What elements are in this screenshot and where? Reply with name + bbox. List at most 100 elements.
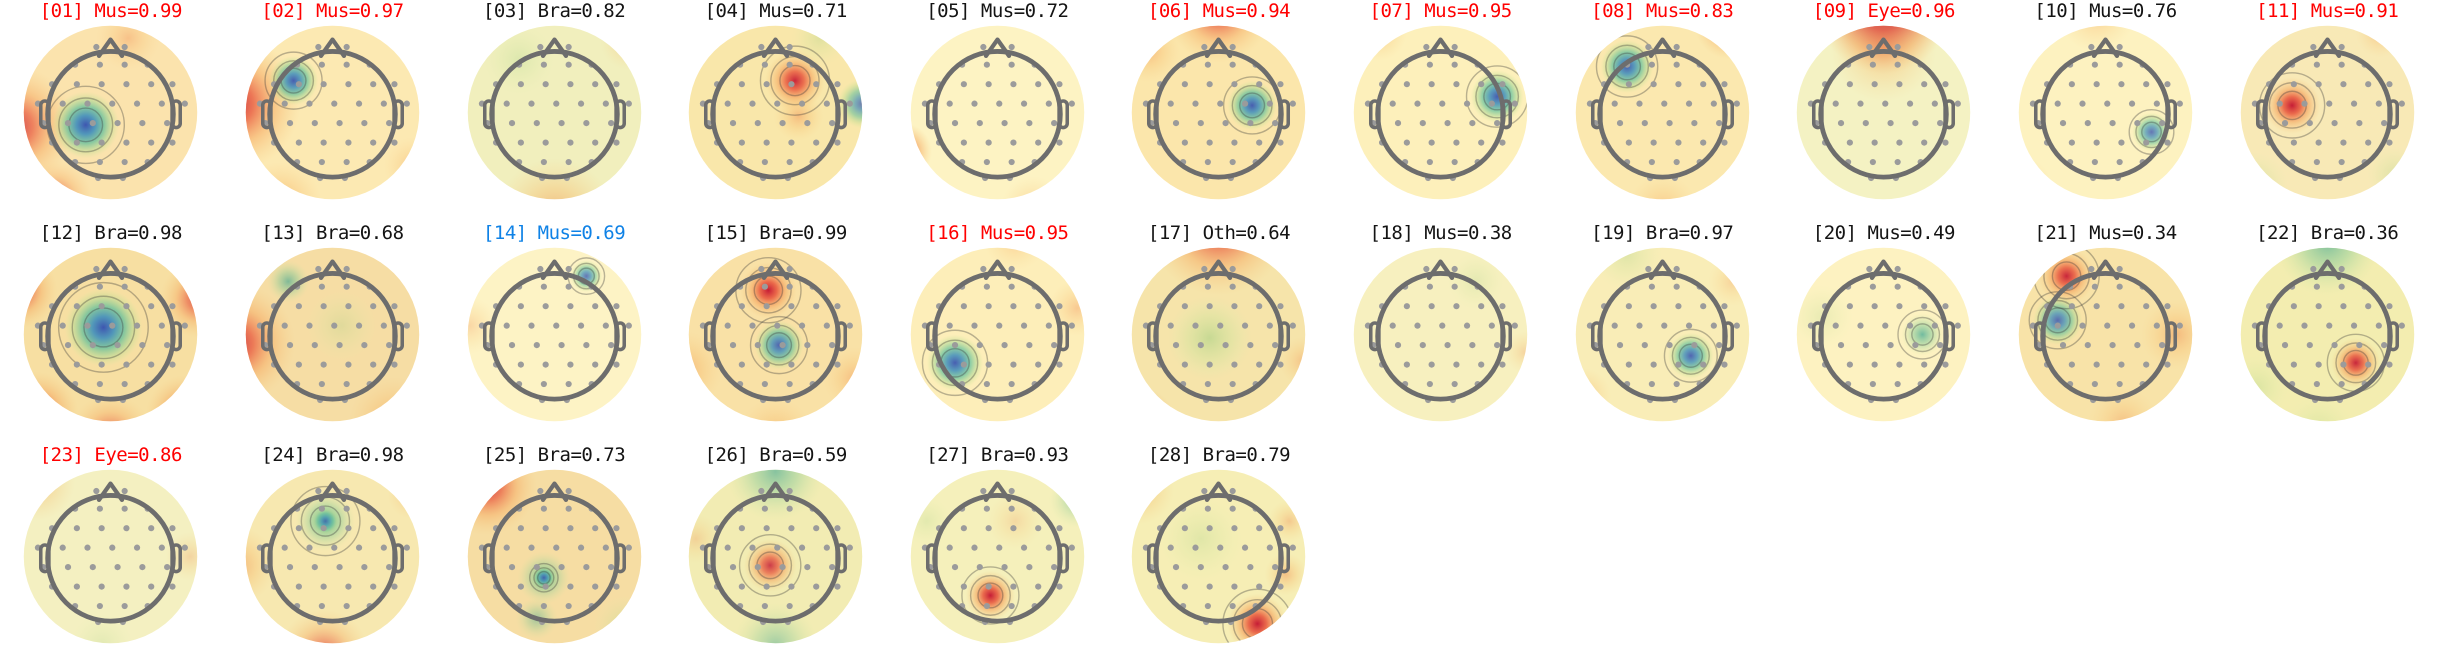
topomap	[245, 469, 420, 644]
component-cell-20: [20] Mus=0.49	[1773, 222, 1995, 444]
topomap	[688, 25, 863, 200]
topomap	[1132, 247, 1306, 422]
head-outline	[39, 37, 183, 180]
topomap	[2018, 25, 2193, 200]
topomap	[1575, 25, 1749, 200]
component-title: [14] Mus=0.69	[482, 222, 626, 244]
component-cell-28: [28] Bra=0.79	[1108, 444, 1330, 666]
head-outline	[1369, 259, 1513, 402]
component-cell-15: [15] Bra=0.99	[665, 222, 887, 444]
component-cell-27: [27] Bra=0.93	[887, 444, 1109, 666]
component-cell-08: [08] Mus=0.83	[1551, 0, 1773, 222]
topomap	[688, 247, 863, 422]
head-outline	[1147, 481, 1291, 624]
topomap	[1575, 247, 1749, 422]
component-title: [03] Bra=0.82	[482, 0, 626, 22]
head-outline	[260, 37, 404, 180]
component-title: [22] Bra=0.36	[2256, 222, 2399, 244]
head-outline	[925, 481, 1069, 624]
component-title: [17] Oth=0.64	[1147, 222, 1291, 244]
component-cell-05: [05] Mus=0.72	[887, 0, 1109, 222]
component-title: [20] Mus=0.49	[1812, 222, 1956, 244]
component-title: [16] Mus=0.95	[926, 222, 1069, 244]
component-title: [21] Mus=0.34	[2034, 222, 2177, 244]
sensor-dots	[700, 487, 854, 626]
component-cell-26: [26] Bra=0.59	[665, 444, 887, 666]
head-outline	[1147, 37, 1291, 180]
topomap	[24, 469, 198, 644]
component-title: [08] Mus=0.83	[1591, 0, 1734, 22]
head-outline	[1369, 37, 1513, 180]
component-title: [10] Mus=0.76	[2034, 0, 2177, 22]
component-cell-06: [06] Mus=0.94	[1108, 0, 1330, 222]
component-title: [24] Bra=0.98	[261, 444, 404, 466]
sensor-dots	[921, 43, 1075, 182]
topomap	[467, 469, 641, 644]
topomap	[467, 247, 641, 422]
topomap	[1797, 247, 1971, 422]
component-cell-13: [13] Bra=0.68	[222, 222, 444, 444]
topomap	[688, 469, 863, 644]
head-outline	[2255, 37, 2399, 180]
component-title: [26] Bra=0.59	[704, 444, 848, 466]
head-outline	[2255, 259, 2399, 402]
topomap	[245, 247, 420, 422]
component-title: [01] Mus=0.99	[39, 0, 183, 22]
topomap	[910, 469, 1085, 644]
component-title: [05] Mus=0.72	[926, 0, 1069, 22]
topomap	[1132, 469, 1306, 644]
sensor-dots	[921, 265, 1075, 404]
component-cell-16: [16] Mus=0.95	[887, 222, 1109, 444]
topomap	[2018, 247, 2193, 422]
sensor-dots	[1586, 265, 1740, 404]
component-cell-14: [14] Mus=0.69	[443, 222, 665, 444]
component-title: [12] Bra=0.98	[39, 222, 183, 244]
topomap	[467, 25, 641, 200]
head-outline	[39, 481, 183, 624]
head-outline	[704, 481, 848, 624]
head-outline	[1812, 259, 1956, 402]
topomap	[910, 247, 1085, 422]
topomap	[1132, 25, 1306, 200]
head-outline	[1590, 259, 1734, 402]
component-cell-18: [18] Mus=0.38	[1330, 222, 1552, 444]
head-outline	[1812, 37, 1956, 180]
component-cell-04: [04] Mus=0.71	[665, 0, 887, 222]
component-cell-21: [21] Mus=0.34	[1995, 222, 2217, 444]
head-outline	[482, 481, 626, 624]
component-cell-10: [10] Mus=0.76	[1995, 0, 2217, 222]
sensor-dots	[700, 43, 854, 182]
head-outline	[704, 259, 848, 402]
component-cell-01: [01] Mus=0.99	[0, 0, 222, 222]
sensor-dots	[478, 487, 632, 626]
topomap	[24, 247, 198, 422]
component-cell-07: [07] Mus=0.95	[1330, 0, 1552, 222]
component-title: [04] Mus=0.71	[704, 0, 848, 22]
sensor-dots	[1808, 265, 1962, 404]
component-title: [06] Mus=0.94	[1147, 0, 1291, 22]
component-title: [18] Mus=0.38	[1369, 222, 1513, 244]
topomap	[1353, 247, 1528, 422]
component-cell-22: [22] Bra=0.36	[2216, 222, 2438, 444]
component-cell-09: [09] Eye=0.96	[1773, 0, 1995, 222]
head-outline	[2034, 37, 2178, 180]
head-outline	[704, 37, 848, 180]
topomap	[910, 25, 1085, 200]
head-outline	[1590, 37, 1734, 180]
topomap	[24, 25, 198, 200]
topomap	[245, 25, 420, 200]
component-title: [07] Mus=0.95	[1369, 0, 1513, 22]
topomap	[2240, 247, 2414, 422]
component-cell-23: [23] Eye=0.86	[0, 444, 222, 666]
component-title: [28] Bra=0.79	[1147, 444, 1291, 466]
head-outline	[482, 259, 626, 402]
topomap	[2240, 25, 2414, 200]
component-title: [09] Eye=0.96	[1812, 0, 1956, 22]
head-outline	[925, 259, 1069, 402]
topomap	[1797, 25, 1971, 200]
component-cell-12: [12] Bra=0.98	[0, 222, 222, 444]
component-cell-17: [17] Oth=0.64	[1108, 222, 1330, 444]
component-title: [02] Mus=0.97	[261, 0, 404, 22]
component-cell-24: [24] Bra=0.98	[222, 444, 444, 666]
component-cell-02: [02] Mus=0.97	[222, 0, 444, 222]
